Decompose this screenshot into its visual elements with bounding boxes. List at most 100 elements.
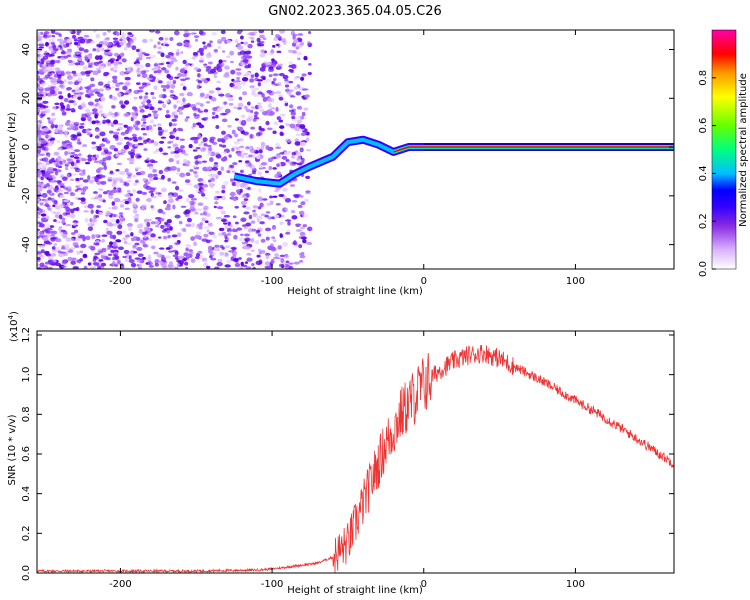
ridge-core xyxy=(393,146,674,153)
snr-series-line xyxy=(37,345,674,573)
noise-blob xyxy=(76,72,82,78)
noise-blob xyxy=(79,122,85,126)
noise-blob xyxy=(202,183,209,188)
noise-blob xyxy=(243,48,251,51)
noise-blob xyxy=(119,137,124,143)
noise-blob xyxy=(271,236,276,240)
noise-blob xyxy=(204,116,209,120)
noise-blob xyxy=(41,163,48,169)
noise-blob xyxy=(116,162,122,166)
noise-blob xyxy=(193,184,200,189)
y-tick-label: 1.0 xyxy=(21,367,32,383)
noise-blob xyxy=(138,105,144,110)
noise-blob xyxy=(66,120,71,123)
noise-blob xyxy=(147,175,153,178)
noise-blob xyxy=(171,118,177,122)
noise-blob xyxy=(249,78,255,83)
noise-blob xyxy=(127,137,133,141)
noise-blob xyxy=(199,212,204,216)
noise-blob xyxy=(80,200,87,205)
noise-blob xyxy=(145,56,152,59)
noise-blob xyxy=(38,84,44,90)
noise-blob xyxy=(215,154,222,159)
noise-blob xyxy=(121,58,127,63)
noise-blob xyxy=(37,216,41,219)
noise-blob xyxy=(226,170,231,174)
noise-blob xyxy=(119,216,125,222)
noise-blob xyxy=(40,176,44,181)
noise-blob xyxy=(203,63,208,66)
noise-blob xyxy=(50,30,56,34)
snr-y-ticks: 0.0 0.2 0.4 0.6 0.8 1.0 1.2 xyxy=(21,327,674,581)
noise-blob xyxy=(73,41,79,46)
noise-blob xyxy=(232,162,238,166)
noise-blob xyxy=(197,143,203,147)
noise-blob xyxy=(109,196,114,200)
noise-blob xyxy=(147,181,151,185)
noise-blob xyxy=(171,130,175,135)
noise-blob xyxy=(169,266,176,269)
noise-blob xyxy=(87,175,91,181)
noise-blob xyxy=(50,119,55,123)
noise-blob xyxy=(191,56,197,60)
noise-blob xyxy=(139,108,145,113)
noise-blob xyxy=(94,55,100,61)
noise-blob xyxy=(301,213,309,218)
noise-blob xyxy=(119,41,124,47)
noise-blob xyxy=(152,238,159,241)
noise-blob xyxy=(177,148,184,153)
noise-blob xyxy=(299,195,304,198)
noise-blob xyxy=(132,203,137,208)
noise-blob xyxy=(208,61,213,65)
noise-blob xyxy=(65,237,72,242)
noise-blob xyxy=(240,217,247,222)
noise-blob xyxy=(260,213,266,217)
noise-blob xyxy=(197,182,204,186)
noise-blob xyxy=(183,104,190,108)
noise-blob xyxy=(58,214,63,220)
noise-blob xyxy=(70,161,75,167)
noise-blob xyxy=(42,236,49,242)
noise-blob xyxy=(109,245,114,248)
noise-blob xyxy=(170,165,177,171)
noise-blob xyxy=(185,116,190,119)
noise-blob xyxy=(206,45,212,48)
noise-blob xyxy=(73,207,78,211)
noise-blob xyxy=(63,199,70,203)
noise-blob xyxy=(59,102,64,107)
noise-blob xyxy=(291,199,298,203)
noise-blob xyxy=(223,101,228,105)
noise-blob xyxy=(123,124,128,128)
noise-blob xyxy=(167,234,171,239)
noise-blob xyxy=(232,85,238,89)
noise-blob xyxy=(142,38,148,44)
noise-blob xyxy=(194,234,201,240)
noise-blob xyxy=(113,64,118,70)
noise-blob xyxy=(47,142,52,148)
noise-blob xyxy=(184,77,190,80)
noise-blob xyxy=(254,87,260,91)
noise-blob xyxy=(157,51,162,55)
noise-blob xyxy=(293,76,298,81)
noise-blob xyxy=(166,73,171,79)
noise-blob xyxy=(96,67,101,71)
noise-blob xyxy=(297,38,303,43)
noise-blob xyxy=(203,45,208,50)
noise-blob xyxy=(140,118,147,122)
noise-blob xyxy=(142,178,147,182)
noise-blob xyxy=(126,66,131,72)
noise-blob xyxy=(102,147,108,150)
noise-blob xyxy=(215,216,223,220)
noise-blob xyxy=(101,151,106,156)
noise-blob xyxy=(141,256,146,260)
noise-blob xyxy=(136,236,141,242)
noise-blob xyxy=(173,30,180,36)
noise-blob xyxy=(224,264,231,268)
noise-blob xyxy=(141,82,148,86)
noise-blob xyxy=(247,101,251,106)
noise-blob xyxy=(224,225,229,230)
noise-blob xyxy=(210,257,217,261)
noise-blob xyxy=(68,147,75,151)
noise-blob xyxy=(207,52,211,56)
noise-blob xyxy=(112,37,119,40)
